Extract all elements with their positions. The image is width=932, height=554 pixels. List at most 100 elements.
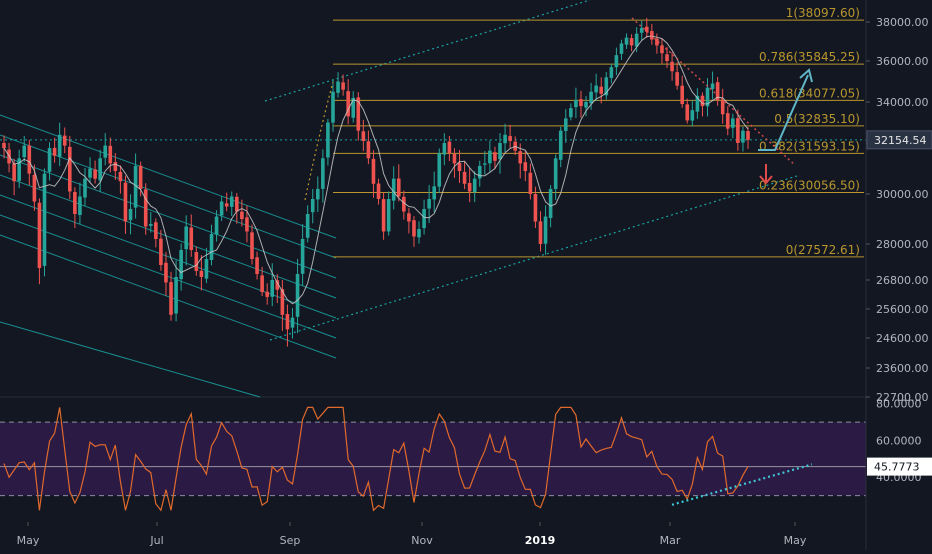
candle-body bbox=[138, 165, 143, 189]
candle-body bbox=[462, 171, 467, 184]
candle-body bbox=[472, 178, 477, 193]
candle-body bbox=[179, 250, 183, 280]
candle-body bbox=[336, 81, 340, 93]
candle-body bbox=[599, 86, 604, 94]
candle-body bbox=[73, 192, 77, 214]
candle-body bbox=[351, 97, 356, 118]
candle-body bbox=[604, 77, 609, 96]
candle-body bbox=[310, 199, 315, 213]
candle-body bbox=[118, 171, 123, 182]
candle-body bbox=[533, 194, 538, 222]
candle-body bbox=[563, 118, 568, 131]
candle-body bbox=[159, 238, 163, 265]
candle-body bbox=[295, 274, 300, 317]
candle-body bbox=[574, 99, 578, 108]
candle-body bbox=[321, 158, 325, 189]
candle-body bbox=[204, 259, 209, 279]
candle-body bbox=[594, 85, 598, 93]
candle-body bbox=[447, 141, 452, 154]
candle-body bbox=[83, 178, 87, 198]
candle-body bbox=[315, 188, 320, 200]
candle-body bbox=[488, 150, 492, 164]
candle-body bbox=[432, 186, 437, 200]
candle-body bbox=[386, 199, 391, 232]
candle-body bbox=[209, 234, 214, 260]
candle-body bbox=[280, 289, 285, 315]
x-tick-label: May bbox=[784, 534, 807, 547]
candle-body bbox=[27, 145, 32, 174]
desc-channel-line bbox=[0, 214, 337, 339]
price-tick-label: 30000.00 bbox=[876, 188, 929, 201]
last-price-badge bbox=[866, 130, 932, 150]
rsi-last-label: 45.7773 bbox=[874, 461, 920, 474]
candle-body bbox=[493, 152, 497, 161]
candle-body bbox=[331, 91, 335, 123]
candle-body bbox=[736, 118, 740, 143]
price-tick-label: 38000.00 bbox=[876, 16, 929, 29]
candle-body bbox=[22, 145, 27, 158]
candle-body bbox=[528, 172, 533, 194]
candle-body bbox=[341, 82, 345, 90]
fib-level-label: 0.5(32835.10) bbox=[774, 112, 860, 126]
candle-body bbox=[326, 122, 330, 158]
candle-body bbox=[78, 196, 82, 215]
bearish-arrowhead bbox=[759, 175, 773, 185]
candle-body bbox=[148, 224, 153, 226]
candle-body bbox=[2, 143, 6, 149]
candle-body bbox=[508, 136, 512, 141]
candle-body bbox=[680, 85, 685, 105]
candle-body bbox=[32, 174, 37, 202]
price-tick-label: 36000.00 bbox=[876, 55, 929, 68]
candle-body bbox=[427, 199, 431, 209]
candle-body bbox=[543, 216, 548, 244]
candle-body bbox=[103, 145, 108, 158]
price-tick-label: 26800.00 bbox=[876, 274, 929, 287]
candle-body bbox=[670, 61, 674, 72]
candle-body bbox=[731, 118, 735, 128]
candle-body bbox=[224, 203, 229, 207]
x-tick-label: Jul bbox=[149, 534, 163, 547]
candle-body bbox=[634, 33, 639, 47]
candle-body bbox=[255, 257, 259, 274]
candle-body bbox=[37, 202, 42, 268]
candle-body bbox=[437, 153, 442, 187]
candle-body bbox=[660, 45, 664, 54]
rsi-last-badge bbox=[867, 457, 932, 476]
candle-body bbox=[705, 87, 710, 107]
desc-channel-outer-line bbox=[0, 321, 261, 398]
candle-body bbox=[412, 220, 416, 237]
moving-average-line bbox=[3, 35, 749, 305]
candle-body bbox=[67, 146, 72, 192]
candle-body bbox=[503, 134, 507, 144]
candle-body bbox=[558, 130, 563, 160]
candle-body bbox=[265, 291, 269, 297]
downtrend-dotted-line bbox=[631, 17, 796, 166]
candle-body bbox=[614, 55, 619, 68]
bullish-arrow bbox=[758, 74, 809, 151]
candle-body bbox=[498, 143, 502, 160]
candle-body bbox=[619, 43, 624, 54]
candle-body bbox=[128, 209, 133, 221]
rsi-line bbox=[3, 406, 749, 512]
candle-body bbox=[229, 196, 234, 207]
wave-dotted-line bbox=[304, 81, 334, 201]
x-tick-label: Sep bbox=[280, 534, 301, 547]
candle-body bbox=[169, 282, 173, 315]
candle-body bbox=[417, 229, 421, 238]
candle-body bbox=[17, 158, 21, 181]
candle-body bbox=[250, 232, 254, 259]
fib-level-label: 0.786(35845.25) bbox=[759, 50, 860, 64]
price-tick-label: 34000.00 bbox=[876, 96, 929, 109]
candle-body bbox=[98, 158, 102, 181]
candle-body bbox=[381, 199, 386, 232]
candle-body bbox=[629, 38, 634, 46]
candle-body bbox=[305, 214, 310, 238]
candle-body bbox=[275, 280, 280, 290]
candle-body bbox=[665, 54, 669, 61]
desc-channel-line bbox=[0, 174, 337, 299]
fib-level-label: 0(27572.61) bbox=[786, 243, 860, 257]
candle-body bbox=[741, 130, 745, 143]
candle-body bbox=[710, 83, 715, 89]
